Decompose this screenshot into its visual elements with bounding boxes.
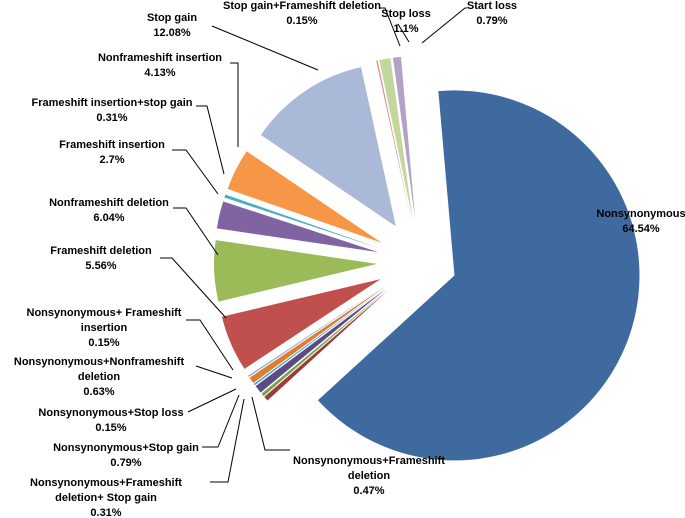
leader-line-stop-gain-fs-deletion xyxy=(380,7,401,47)
pie-slice-stop-gain-frameshift-deletion xyxy=(376,60,411,220)
label-nonfs-deletion-name: Nonframeshift deletion xyxy=(49,197,169,209)
label-start-loss: Start loss 0.79% xyxy=(467,0,517,27)
leader-line-fs-insertion-stop-gain xyxy=(196,105,225,175)
label-fs-insertion-stop-gain-pct: 0.31% xyxy=(96,112,127,124)
label-stop-gain-name: Stop gain xyxy=(147,12,197,24)
label-nonfs-insertion-name: Nonframeshift insertion xyxy=(98,52,222,64)
pie-slice-nonsynonymous xyxy=(317,90,640,461)
leader-line-nonfs-insertion xyxy=(230,62,239,147)
pie-slice-nonframeshift-deletion xyxy=(214,240,378,302)
label-nonsyn-fs-del-stop-gain: Nonsynonymous+Frameshift deletion+ Stop … xyxy=(30,477,182,518)
label-fs-insertion: Frameshift insertion 2.7% xyxy=(59,139,165,166)
label-nonsynonymous-name: Nonsynonymous xyxy=(596,208,685,220)
label-stop-loss-pct: 1.1% xyxy=(393,23,418,35)
leader-line-start-loss xyxy=(421,7,467,44)
label-fs-deletion-pct: 5.56% xyxy=(85,260,116,272)
leader-line-nonsyn-stop-loss xyxy=(187,388,237,413)
label-nonsyn-fs-del-stop-gain-line1: Nonsynonymous+Frameshift xyxy=(30,477,182,489)
label-nonfs-deletion: Nonframeshift deletion 6.04% xyxy=(49,197,169,224)
label-stop-gain: Stop gain 12.08% xyxy=(147,12,197,39)
label-nonsyn-nonfs-deletion: Nonsynonymous+Nonframeshift deletion 0.6… xyxy=(14,356,185,398)
leader-line-nonsyn-fs-insertion xyxy=(186,319,234,371)
pie-slice-frameshift-insertion-stop-gain xyxy=(224,194,380,249)
label-start-loss-name: Start loss xyxy=(467,0,517,12)
leader-line-nonsyn-nonfs-deletion xyxy=(195,365,233,379)
pie-slice-frameshift-deletion xyxy=(221,279,381,369)
label-nonsynonymous: Nonsynonymous 64.54% xyxy=(596,208,685,235)
slice-labels: Nonsynonymous 64.54% Nonsynonymous+Frame… xyxy=(14,0,685,518)
label-nonsyn-stop-loss-pct: 0.15% xyxy=(95,422,126,434)
pie-slice-frameshift-insertion xyxy=(216,201,379,253)
label-nonsyn-nonfs-deletion-pct: 0.63% xyxy=(83,386,114,398)
leader-line-stop-gain xyxy=(211,25,319,71)
label-stop-gain-fs-deletion-name: Stop gain+Frameshift deletion xyxy=(223,0,381,12)
label-nonfs-deletion-pct: 6.04% xyxy=(93,212,124,224)
label-stop-gain-fs-deletion: Stop gain+Frameshift deletion 0.15% xyxy=(223,0,381,27)
label-nonsyn-fs-insertion-line2: insertion xyxy=(81,322,128,334)
pie-slice-nonsynonymous-frameshift-deletion-stop-gain xyxy=(261,289,388,397)
label-nonsyn-fs-del-stop-gain-pct: 0.31% xyxy=(90,507,121,518)
label-nonsyn-fs-del-stop-gain-line2: deletion+ Stop gain xyxy=(55,492,157,504)
label-nonfs-insertion: Nonframeshift insertion 4.13% xyxy=(98,52,222,79)
pie-slice-nonsynonymous-frameshift-deletion xyxy=(264,290,388,401)
label-nonfs-insertion-pct: 4.13% xyxy=(144,67,175,79)
label-start-loss-pct: 0.79% xyxy=(476,15,507,27)
pie-slice-nonsynonymous-frameshift-insertion xyxy=(248,285,385,377)
label-fs-insertion-stop-gain: Frameshift insertion+stop gain 0.31% xyxy=(31,97,192,124)
label-nonsyn-stop-gain-pct: 0.79% xyxy=(110,457,141,469)
label-nonsyn-stop-gain-name: Nonsynonymous+Stop gain xyxy=(53,442,199,454)
label-nonsyn-fs-deletion-pct: 0.47% xyxy=(353,485,384,497)
pie-slices xyxy=(214,56,640,461)
pie-slice-stop-loss xyxy=(379,58,413,220)
label-stop-loss-name: Stop loss xyxy=(381,8,431,20)
leader-line-nonsyn-fs-del-stop-gain xyxy=(210,398,245,483)
label-stop-gain-pct: 12.08% xyxy=(153,27,191,39)
label-nonsyn-fs-deletion-line1: Nonsynonymous+Frameshift xyxy=(293,455,445,467)
label-nonsyn-fs-insertion: Nonsynonymous+ Frameshift insertion 0.15… xyxy=(27,307,182,349)
pie-slice-nonsynonymous-stop-gain xyxy=(255,288,387,393)
label-nonsyn-fs-deletion-line2: deletion xyxy=(348,470,390,482)
label-nonsyn-stop-loss: Nonsynonymous+Stop loss 0.15% xyxy=(38,407,183,434)
label-fs-deletion-name: Frameshift deletion xyxy=(50,245,152,257)
label-fs-deletion: Frameshift deletion 5.56% xyxy=(50,245,152,272)
label-fs-insertion-name: Frameshift insertion xyxy=(59,139,165,151)
label-stop-loss: Stop loss 1.1% xyxy=(381,8,431,35)
label-nonsyn-fs-insertion-line1: Nonsynonymous+ Frameshift xyxy=(27,307,182,319)
pie-slice-stop-gain xyxy=(260,67,396,227)
pie-slice-nonsynonymous-nonframeshift-deletion xyxy=(249,286,385,384)
leader-line-nonsyn-stop-gain xyxy=(202,394,240,448)
leader-lines xyxy=(160,7,467,483)
leader-line-fs-insertion xyxy=(172,149,219,195)
label-nonsynonymous-pct: 64.54% xyxy=(622,223,660,235)
pie-slice-nonsynonymous-stop-loss xyxy=(253,287,386,386)
label-fs-insertion-stop-gain-name: Frameshift insertion+stop gain xyxy=(31,97,192,109)
label-nonsyn-stop-loss-name: Nonsynonymous+Stop loss xyxy=(38,407,183,419)
label-nonsyn-nonfs-deletion-line2: deletion xyxy=(78,371,120,383)
label-nonsyn-fs-insertion-pct: 0.15% xyxy=(88,337,119,349)
leader-line-nonfs-deletion xyxy=(173,207,219,256)
label-nonsyn-nonfs-deletion-line1: Nonsynonymous+Nonframeshift xyxy=(14,356,185,368)
label-nonsyn-fs-deletion: Nonsynonymous+Frameshift deletion 0.47% xyxy=(293,455,445,497)
leader-line-fs-deletion xyxy=(160,257,227,319)
leader-line-nonsyn-fs-deletion xyxy=(251,396,290,451)
pie-slice-start-loss xyxy=(392,56,416,220)
label-nonsyn-stop-gain: Nonsynonymous+Stop gain 0.79% xyxy=(53,442,199,469)
label-fs-insertion-pct: 2.7% xyxy=(99,154,124,166)
label-stop-gain-fs-deletion-pct: 0.15% xyxy=(286,15,317,27)
leader-line-stop-loss xyxy=(397,23,410,43)
pie-slice-nonframeshift-insertion xyxy=(227,151,382,243)
